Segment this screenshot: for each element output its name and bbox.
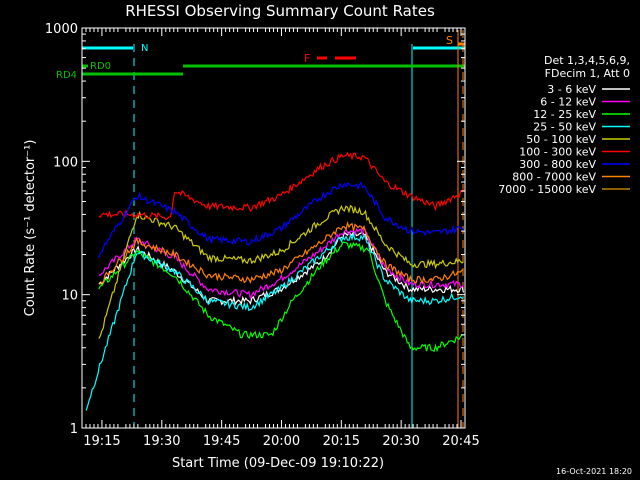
x-tick-label: 19:45 bbox=[203, 434, 240, 449]
x-tick-label: 20:00 bbox=[263, 434, 300, 449]
series-line bbox=[98, 204, 464, 339]
series-line bbox=[98, 231, 465, 306]
series-line bbox=[98, 151, 465, 221]
series-line bbox=[98, 241, 464, 353]
y-axis-label: Count Rate (s⁻¹ detector⁻¹) bbox=[23, 140, 38, 317]
flag-label-rd4: RD4 bbox=[56, 70, 77, 81]
flag-label-rd0: RD0 bbox=[90, 61, 111, 72]
legend: Det 1,3,4,5,6,9, FDecim 1, Att 0 3 - 6 k… bbox=[498, 54, 630, 196]
legend-label: 50 - 100 keV bbox=[526, 133, 596, 146]
legend-label: 6 - 12 keV bbox=[540, 96, 596, 109]
chart-title: RHESSI Observing Summary Count Rates bbox=[125, 2, 435, 20]
flag-label-n: N bbox=[141, 43, 148, 54]
flag-label-s: S bbox=[446, 34, 453, 47]
axis-ticks: 1000 100 10 1 19:15 19:30 19:45 20:00 20:15 20:30… bbox=[45, 22, 480, 449]
series-line bbox=[98, 181, 465, 259]
legend-label: 300 - 800 keV bbox=[519, 158, 596, 171]
y-tick-label: 1 bbox=[70, 422, 78, 437]
legend-label: 3 - 6 keV bbox=[547, 83, 596, 96]
series-layer bbox=[85, 151, 465, 411]
legend-label: 7000 - 15000 keV bbox=[498, 183, 596, 196]
legend-header: Det 1,3,4,5,6,9, bbox=[544, 54, 630, 67]
x-tick-label: 20:30 bbox=[382, 434, 419, 449]
legend-label: 25 - 50 keV bbox=[533, 121, 596, 134]
flag-label-f: F bbox=[304, 52, 310, 65]
legend-label: 100 - 300 keV bbox=[519, 146, 596, 159]
x-axis-label: Start Time (09-Dec-09 19:10:22) bbox=[172, 456, 384, 471]
series-line bbox=[98, 221, 464, 285]
legend-header: FDecim 1, Att 0 bbox=[545, 67, 630, 80]
series-line bbox=[98, 225, 464, 300]
timestamp: 16-Oct-2021 18:20 bbox=[556, 467, 632, 476]
flag-bars bbox=[81, 30, 465, 428]
y-tick-label: 100 bbox=[53, 155, 78, 170]
y-tick-label: 10 bbox=[61, 289, 78, 304]
series-line bbox=[85, 232, 464, 411]
x-tick-label: 20:15 bbox=[323, 434, 360, 449]
x-tick-label: 20:45 bbox=[442, 434, 479, 449]
legend-label: 800 - 7000 keV bbox=[512, 171, 596, 184]
y-tick-label: 1000 bbox=[45, 22, 78, 37]
flag-labels: N RD0 RD4 F S bbox=[56, 34, 453, 81]
plot-frame bbox=[81, 27, 466, 429]
x-tick-label: 19:15 bbox=[83, 434, 120, 449]
legend-label: 12 - 25 keV bbox=[533, 108, 596, 121]
x-tick-label: 19:30 bbox=[143, 434, 180, 449]
